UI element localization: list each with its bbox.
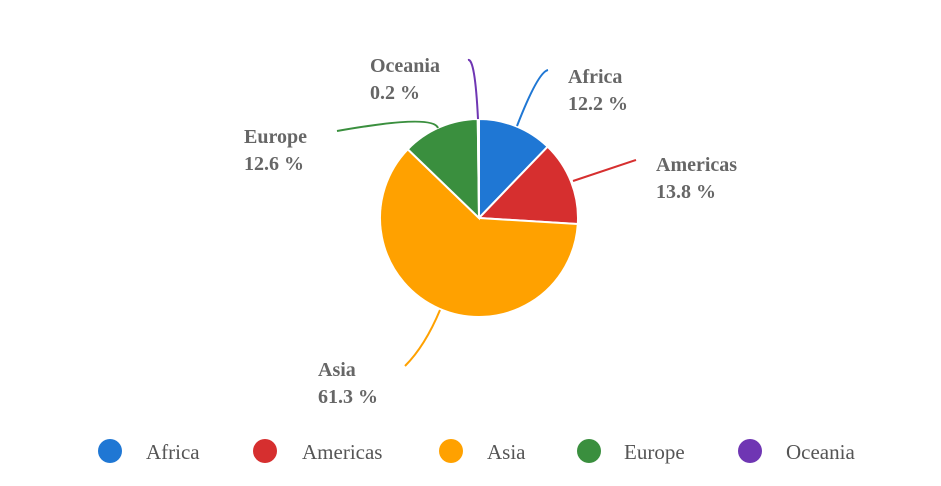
legend-marker-africa [98, 439, 122, 463]
legend-item-americas: Americas [253, 439, 382, 464]
callout-name-europe: Europe [244, 126, 307, 148]
pie-slice-americas [476, 145, 579, 226]
callout-line-americas [572, 159, 637, 182]
callout-line-europe [336, 120, 439, 132]
pie-slice-africa [478, 117, 550, 221]
legend-label-asia: Asia [487, 440, 526, 464]
legend-label-americas: Americas [302, 440, 382, 464]
legend-marker-americas [253, 439, 277, 463]
callout-value-europe: 12.6 % [244, 153, 304, 175]
pie-slice-asia [379, 147, 579, 318]
callout-value-americas: 13.8 % [656, 181, 716, 203]
callout-name-americas: Americas [656, 154, 737, 176]
callout-name-africa: Africa [568, 66, 622, 88]
legend-label-africa: Africa [146, 440, 200, 464]
chart-legend: Africa Americas Asia Europe Oceania [98, 439, 855, 464]
legend-marker-asia [439, 439, 463, 463]
callout-name-oceania: Oceania [370, 55, 440, 77]
pie-slice-oceania [476, 117, 480, 219]
legend-item-asia: Asia [439, 439, 526, 464]
callout-value-oceania: 0.2 % [370, 82, 420, 104]
legend-item-europe: Europe [577, 439, 685, 464]
legend-item-oceania: Oceania [738, 439, 855, 464]
pie-callouts: Africa 12.2 % Americas 13.8 % Asia 61.3 % Euro… [244, 55, 737, 408]
legend-marker-oceania [738, 439, 762, 463]
pie-slice-europe [406, 117, 481, 221]
callout-line-africa [516, 69, 549, 127]
callout-value-asia: 61.3 % [318, 386, 378, 408]
legend-label-europe: Europe [624, 440, 685, 464]
callout-name-asia: Asia [318, 359, 356, 381]
callout-line-oceania [467, 59, 479, 120]
pie-slices [379, 117, 579, 318]
legend-label-oceania: Oceania [786, 440, 855, 464]
legend-item-africa: Africa [98, 439, 200, 464]
callout-value-africa: 12.2 % [568, 93, 628, 115]
legend-marker-europe [577, 439, 601, 463]
callout-line-asia [404, 309, 441, 367]
